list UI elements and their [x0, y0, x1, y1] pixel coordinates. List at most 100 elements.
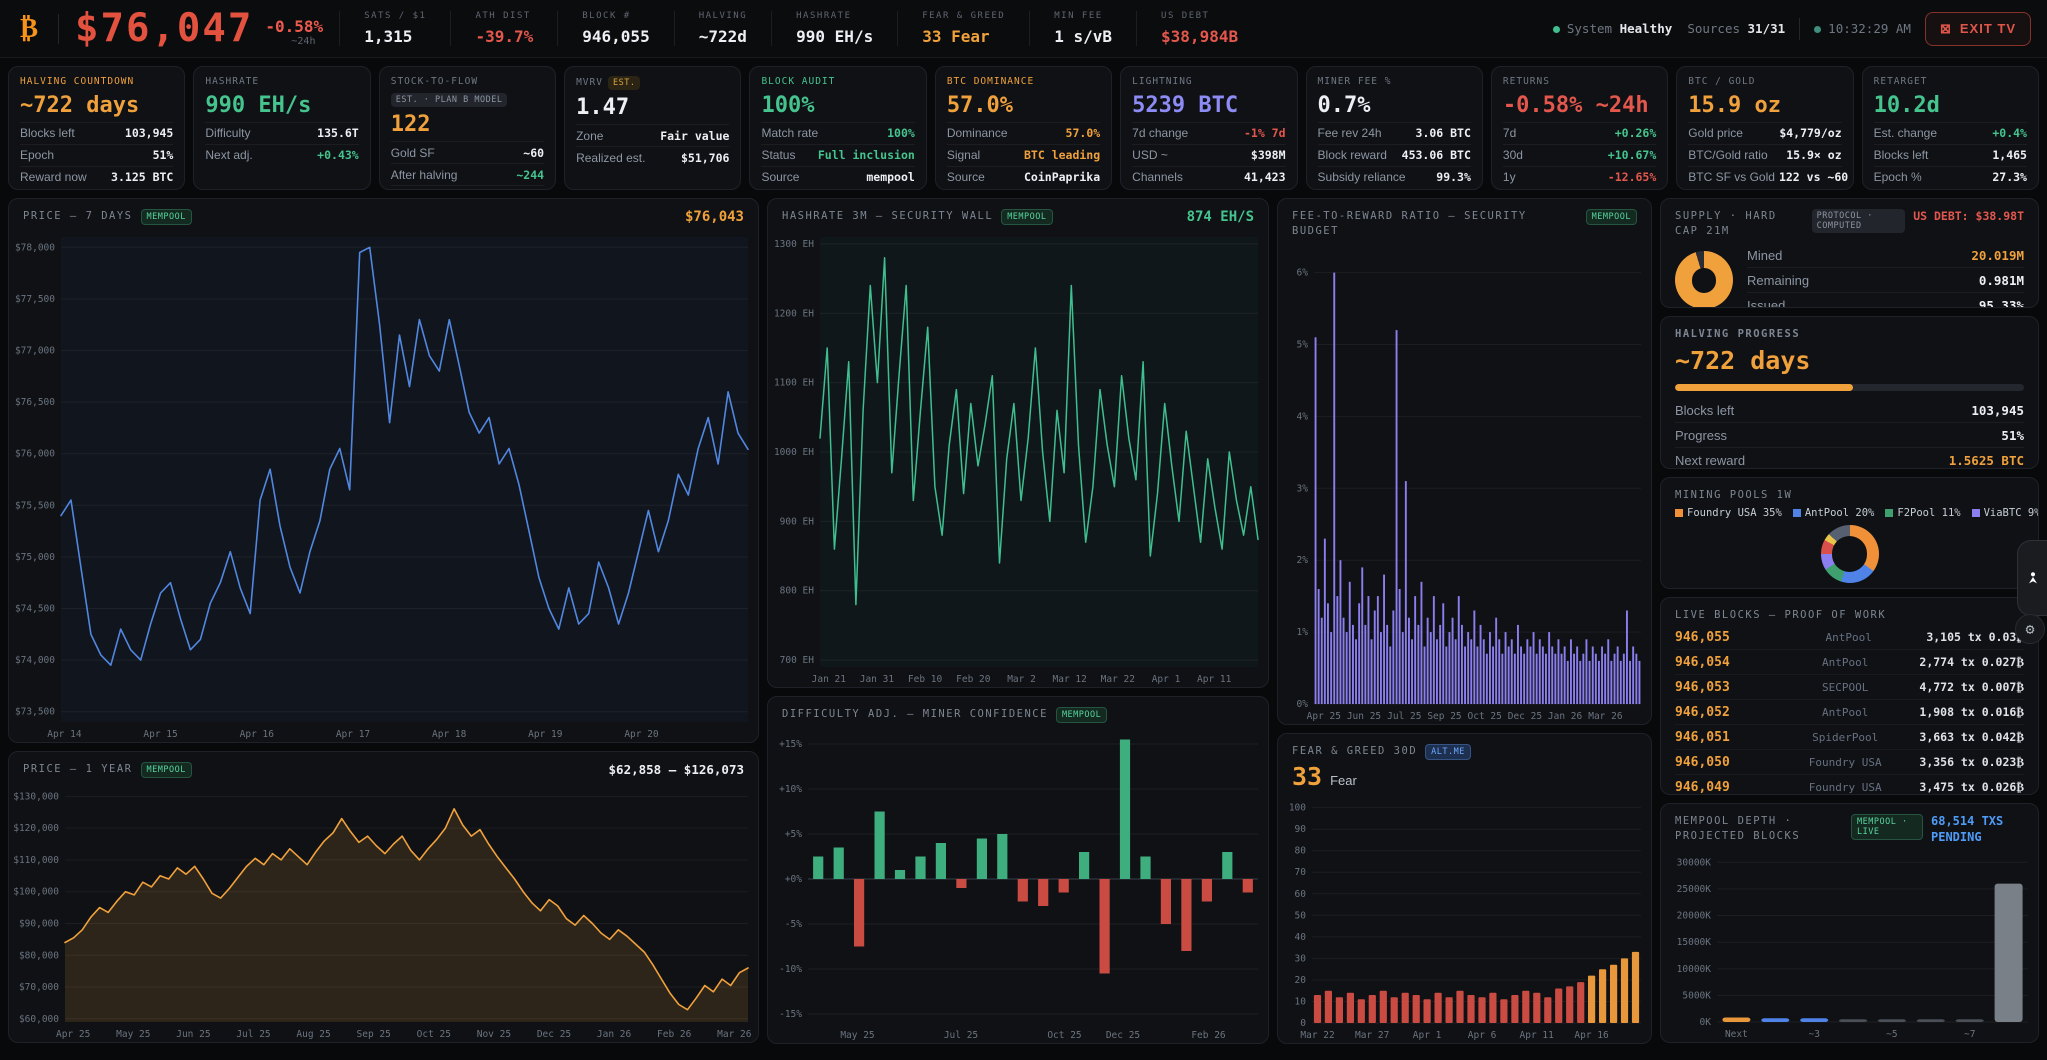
- card-title: MVRV EST.: [576, 76, 729, 91]
- kv-value: 103,945: [1971, 402, 2024, 418]
- card-row-label: After halving: [390, 167, 458, 182]
- card-row-value: +0.43%: [317, 148, 359, 163]
- block-row[interactable]: 946,050 Foundry USA 3,356 tx 0.023₿: [1675, 749, 2024, 774]
- fear-greed-label: Fear: [1330, 773, 1357, 789]
- card-row-label: Difficulty: [205, 126, 251, 141]
- block-row[interactable]: 946,055 AntPool 3,105 tx 0.03₿: [1675, 625, 2024, 649]
- block-row[interactable]: 946,051 SpiderPool 3,663 tx 0.042₿: [1675, 724, 2024, 749]
- stat-cards-row: HALVING COUNTDOWN ~722 days Blocks left 103…: [8, 66, 2039, 190]
- svg-text:50: 50: [1295, 910, 1307, 921]
- svg-text:Sep 25: Sep 25: [1427, 711, 1461, 722]
- kv-row: Next reward 1.5625 BTC: [1675, 447, 2024, 468]
- svg-text:Apr 25: Apr 25: [1307, 711, 1341, 722]
- panel-title: DIFFICULTY ADJ. — MINER CONFIDENCE: [782, 708, 1048, 720]
- header-stat-label: SATS / $1: [364, 11, 427, 21]
- card-row-value: $398M: [1250, 148, 1286, 163]
- card-row: Gold price $4,779/oz: [1688, 121, 1842, 144]
- block-row[interactable]: 946,054 AntPool 2,774 tx 0.027₿: [1675, 649, 2024, 674]
- svg-text:700 EH: 700 EH: [780, 655, 815, 666]
- header-right: System Healthy Sources 31/31 10:32:29 AM…: [1552, 11, 2031, 46]
- card-row-value: BTC leading: [1024, 148, 1101, 163]
- fee-reward-panel: FEE-TO-REWARD RATIO — SECURITY BUDGET ME…: [1277, 198, 1652, 725]
- card-row-label: Gold price: [1688, 126, 1743, 141]
- header-stat: HALVING ~722d: [673, 11, 771, 46]
- header-stat-label: MIN FEE: [1054, 11, 1103, 21]
- svg-text:1000 EH: 1000 EH: [774, 447, 814, 458]
- svg-text:1%: 1%: [1297, 628, 1309, 639]
- header-stat-value: 33 Fear: [922, 27, 990, 46]
- svg-text:$76,000: $76,000: [15, 449, 55, 460]
- svg-text:Oct 25: Oct 25: [1468, 711, 1502, 722]
- svg-text:Apr 25: Apr 25: [56, 1029, 90, 1040]
- svg-text:Apr 11: Apr 11: [1520, 1030, 1555, 1041]
- clock-dot-icon: [1814, 26, 1822, 33]
- header-stat-value: 990 EH/s: [796, 27, 874, 46]
- svg-text:5%: 5%: [1297, 340, 1309, 351]
- card-row: Reward now 3.125 BTC: [20, 165, 174, 188]
- legend-item: ViaBTC 9%: [1971, 507, 2038, 519]
- fee-reward-chart: 6% 5% 4% 3% 2% 1% 0% Apr 25 Jun 25 Jul 25 Sep 25 Oc…: [1278, 243, 1651, 724]
- card-title: MINER FEE %: [1318, 76, 1471, 88]
- svg-text:Apr 18: Apr 18: [432, 729, 467, 740]
- kv-row: Remaining 0.981M: [1747, 267, 2024, 292]
- card-row: Difficulty 135.6T: [205, 121, 359, 144]
- exit-tv-button[interactable]: ⊠ EXIT TV: [1924, 11, 2031, 46]
- svg-text:1200 EH: 1200 EH: [774, 308, 814, 319]
- card-row: Realized est. $51,706: [576, 146, 730, 168]
- hashrate-current: 874 EH/S: [1186, 209, 1254, 225]
- legend-item: Foundry USA 35%: [1675, 507, 1782, 519]
- svg-text:May 25: May 25: [840, 1030, 874, 1041]
- card-title: HALVING COUNTDOWN: [20, 76, 173, 88]
- card-row: USD ~ $398M: [1132, 143, 1286, 166]
- panel-title: MEMPOOL DEPTH · PROJECTED BLOCKS: [1675, 815, 1801, 843]
- svg-text:Jan 21: Jan 21: [812, 674, 847, 685]
- gear-icon: ⚙: [2025, 620, 2035, 638]
- stat-card: HALVING COUNTDOWN ~722 days Blocks left 103…: [8, 66, 186, 190]
- column-right: SUPPLY · HARD CAP 21M PROTOCOL · COMPUTE…: [1660, 198, 2039, 1043]
- card-row-value: 3.125 BTC: [111, 170, 174, 185]
- svg-text:Dec 25: Dec 25: [537, 1029, 571, 1040]
- card-title-text: HASHRATE: [205, 76, 260, 87]
- block-row[interactable]: 946,049 Foundry USA 3,475 tx 0.026₿: [1675, 774, 2024, 794]
- block-row[interactable]: 946,053 SECPOOL 4,772 tx 0.007₿: [1675, 674, 2024, 699]
- svg-text:$73,500: $73,500: [15, 707, 55, 718]
- svg-text:+0%: +0%: [785, 874, 802, 885]
- kv-value: 20.019M: [1971, 247, 2024, 263]
- header-stat-value: 1,315: [364, 27, 413, 46]
- supply-rows: Mined 20.019M Remaining 0.981M Issued 95.33%: [1747, 243, 2024, 307]
- header-stat-value: $38,984B: [1161, 27, 1239, 46]
- svg-text:Feb 20: Feb 20: [956, 674, 991, 685]
- svg-text:+10%: +10%: [779, 784, 802, 795]
- halving-progress-bar: [1675, 384, 2024, 392]
- svg-text:Apr 16: Apr 16: [1574, 1030, 1609, 1041]
- block-tx-info: 2,774 tx 0.027₿: [1919, 655, 2024, 670]
- person-icon: [2028, 572, 2037, 584]
- svg-text:Mar 12: Mar 12: [1053, 674, 1087, 685]
- svg-text:Jan 31: Jan 31: [860, 674, 895, 685]
- kv-label: Progress: [1675, 427, 1728, 443]
- block-tx-info: 4,772 tx 0.007₿: [1919, 680, 2024, 695]
- svg-text:$70,000: $70,000: [19, 982, 59, 993]
- divider: [1799, 17, 1801, 40]
- edge-person-tab[interactable]: [2017, 540, 2047, 616]
- header-stat-label: BLOCK #: [582, 11, 631, 21]
- card-value: 1.47: [576, 95, 630, 121]
- card-row-value: ~244: [516, 167, 545, 182]
- block-height: 946,051: [1675, 729, 1730, 745]
- block-row[interactable]: 946,052 AntPool 1,908 tx 0.016₿: [1675, 699, 2024, 724]
- svg-text:Feb 26: Feb 26: [1191, 1030, 1226, 1041]
- stat-card: MINER FEE % 0.7% Fee rev 24h 3.06 BTC Block …: [1305, 66, 1483, 190]
- block-height: 946,055: [1675, 629, 1730, 645]
- svg-text:10000K: 10000K: [1677, 964, 1712, 975]
- source-badge: MEMPOOL · LIVE: [1851, 814, 1923, 841]
- svg-text:70: 70: [1295, 867, 1307, 878]
- card-row-label: Dominance: [946, 126, 1008, 141]
- card-row-value: 41,423: [1243, 170, 1286, 185]
- card-row-value: 453.06 BTC: [1401, 148, 1471, 163]
- svg-text:Jun 25: Jun 25: [1347, 711, 1381, 722]
- panel-title: SUPPLY · HARD CAP 21M: [1675, 210, 1777, 238]
- settings-gear-button[interactable]: ⚙: [2015, 614, 2045, 644]
- svg-text:20000K: 20000K: [1677, 911, 1712, 922]
- svg-text:60: 60: [1295, 889, 1307, 900]
- difficulty-chart: +15% +10% +5% +0% -5% -10% -15% May 25 Jul 25 Oct…: [768, 727, 1268, 1043]
